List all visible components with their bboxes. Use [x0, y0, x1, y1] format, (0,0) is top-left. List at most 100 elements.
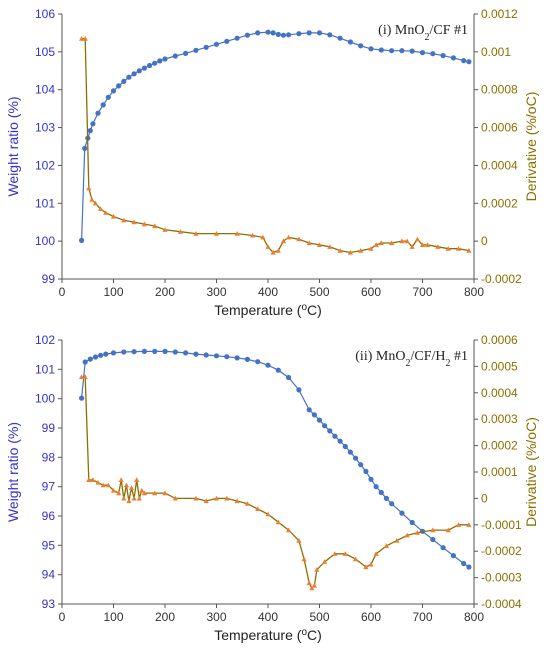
- weight-point: [172, 53, 178, 59]
- weight-point: [296, 31, 302, 37]
- y-tick-label: 93: [42, 597, 56, 611]
- weight-point: [162, 348, 168, 354]
- y2-tick-label: 0.0004: [481, 386, 518, 400]
- weight-point: [378, 489, 384, 496]
- weight-point: [213, 41, 220, 47]
- y2-tick-label: 0: [481, 234, 488, 248]
- x-tick-label: 500: [309, 610, 329, 624]
- derivative-point: [139, 487, 145, 493]
- derivative-point: [358, 248, 364, 253]
- weight-point: [296, 387, 302, 393]
- weight-point: [337, 35, 343, 41]
- weight-point: [116, 83, 122, 89]
- weight-point: [265, 29, 271, 35]
- y2-tick-label: 0.0008: [481, 83, 518, 97]
- derivative-point: [399, 238, 405, 244]
- y2-tick-label: -0.0004: [481, 597, 522, 611]
- derivative-point: [105, 482, 111, 488]
- derivative-point: [265, 511, 271, 517]
- weight-point: [203, 44, 209, 50]
- weight-point: [141, 348, 147, 354]
- derivative-point: [172, 495, 178, 501]
- derivative-point: [419, 242, 426, 247]
- derivative-point: [425, 242, 431, 247]
- derivative-point: [193, 495, 199, 501]
- derivative-point: [234, 498, 240, 504]
- derivative-point: [121, 495, 127, 501]
- weight-point: [363, 468, 369, 474]
- y-tick-label: 102: [35, 333, 55, 347]
- weight-point: [172, 349, 178, 355]
- derivative-point: [306, 580, 312, 585]
- x-tick-label: 400: [258, 285, 278, 299]
- derivative-point: [435, 244, 441, 249]
- y-tick-label: 102: [35, 158, 55, 172]
- derivative-point: [110, 487, 117, 493]
- derivative-point: [327, 244, 333, 249]
- weight-point: [79, 237, 85, 243]
- weight-point: [353, 455, 359, 461]
- derivative-point: [347, 249, 353, 255]
- x-tick-label: 700: [412, 285, 432, 299]
- x-tick-label: 600: [361, 285, 381, 299]
- y-tick-label: 95: [42, 538, 56, 552]
- derivative-point: [352, 556, 359, 562]
- y2-tick-label: 0.0006: [481, 333, 518, 347]
- weight-point: [255, 359, 261, 365]
- derivative-point: [250, 232, 256, 238]
- x-axis-label: Temperature (oC): [214, 627, 322, 644]
- y-tick-label: 96: [42, 509, 56, 523]
- derivative-point: [383, 543, 390, 548]
- weight-point: [95, 110, 101, 116]
- derivative-point: [136, 495, 142, 501]
- weight-point: [461, 560, 467, 567]
- derivative-point: [309, 585, 315, 591]
- weight-point: [378, 47, 384, 53]
- y-tick-label: 103: [35, 121, 55, 135]
- y2-tick-label: 0.0005: [481, 359, 518, 373]
- derivative-point: [152, 490, 158, 496]
- weight-point: [399, 510, 405, 516]
- derivative-point: [95, 480, 101, 485]
- weight-point: [347, 39, 353, 45]
- weight-point: [358, 462, 364, 468]
- derivative-point: [414, 530, 420, 535]
- weight-point: [141, 65, 147, 71]
- derivative-point: [79, 374, 85, 379]
- weight-point: [121, 78, 127, 84]
- derivative-point: [409, 244, 415, 249]
- derivative-point: [141, 221, 147, 227]
- x-tick-label: 400: [258, 610, 278, 624]
- derivative-point: [368, 561, 374, 567]
- x-tick-label: 300: [206, 610, 226, 624]
- weight-point: [136, 68, 142, 74]
- weight-point: [183, 350, 189, 356]
- y2-axis-label: Derivative (%/oC): [523, 92, 539, 202]
- y2-tick-label: 0.0012: [481, 7, 518, 21]
- x-tick-label: 800: [464, 610, 484, 624]
- derivative-point: [141, 490, 147, 496]
- weight-point: [234, 355, 240, 361]
- derivative-point: [404, 238, 410, 244]
- weight-point: [316, 30, 323, 36]
- derivative-point: [394, 538, 400, 543]
- weight-point: [332, 433, 338, 439]
- y-tick-label: 97: [42, 480, 56, 494]
- weight-point: [306, 407, 312, 413]
- panel-annotation: (i) MnO2/CF #1: [378, 23, 468, 43]
- y2-tick-label: -0.0002: [481, 544, 522, 558]
- derivative-point: [100, 482, 106, 488]
- y-tick-label: 105: [35, 45, 55, 59]
- weight-point: [87, 356, 93, 362]
- derivative-point: [301, 556, 307, 562]
- y2-axis-label: Derivative (%/oC): [523, 417, 539, 527]
- weight-point: [311, 412, 317, 418]
- derivative-point: [123, 482, 129, 488]
- weight-point: [110, 350, 117, 356]
- derivative-point: [128, 485, 135, 490]
- weight-point: [409, 519, 415, 526]
- derivative-point: [404, 532, 410, 538]
- y2-tick-label: 0.0002: [481, 196, 518, 210]
- derivative-point: [389, 240, 395, 246]
- weight-point: [162, 56, 168, 62]
